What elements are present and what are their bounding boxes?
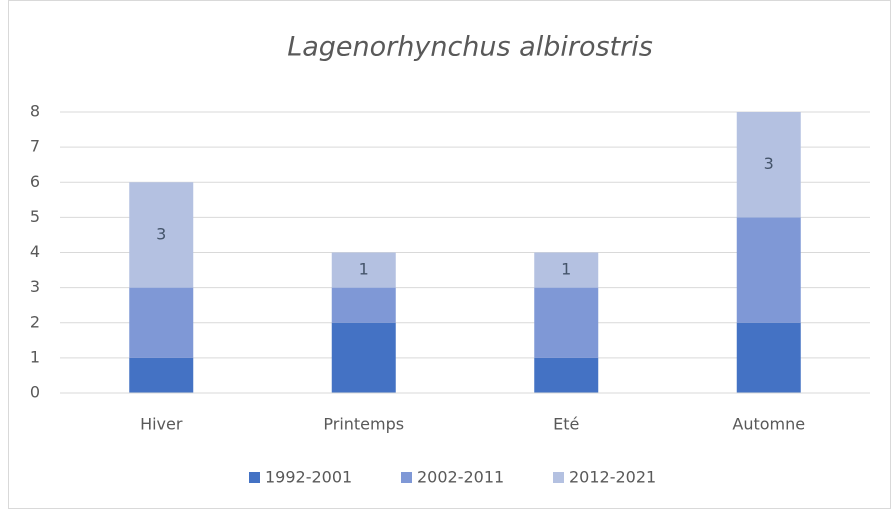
y-tick-label: 7: [30, 137, 40, 156]
legend-swatch: [249, 472, 260, 483]
bar-segment: [331, 287, 396, 323]
x-tick-label: Eté: [553, 415, 579, 434]
bar-segment: [534, 252, 599, 288]
y-tick-label: 2: [30, 312, 40, 331]
legend-label: 1992-2001: [265, 468, 352, 487]
bar-segment: [736, 112, 801, 218]
legend-swatch: [401, 472, 412, 483]
y-tick-label: 1: [30, 347, 40, 366]
bar-segment: [534, 357, 599, 393]
bar-segment: [736, 217, 801, 323]
y-tick-label: 4: [30, 242, 40, 261]
chart-title: Lagenorhynchus albirostris: [287, 32, 653, 63]
legend-swatch: [553, 472, 564, 483]
y-tick-label: 8: [30, 102, 40, 121]
y-tick-label: 3: [30, 277, 40, 296]
data-label: 3: [764, 154, 774, 173]
bar-segment: [534, 287, 599, 358]
data-label: 1: [561, 260, 571, 279]
data-label: 3: [156, 224, 166, 243]
x-tick-label: Printemps: [323, 415, 404, 434]
legend-label: 2002-2011: [417, 468, 504, 487]
y-tick-label: 5: [30, 207, 40, 226]
bar-segment: [129, 287, 194, 358]
bar-segment: [129, 182, 194, 288]
legend-label: 2012-2021: [569, 468, 656, 487]
bar-segment: [331, 252, 396, 288]
bar-segment: [129, 357, 194, 393]
y-tick-label: 0: [30, 383, 40, 402]
bar-segment: [331, 322, 396, 393]
data-label: 1: [359, 260, 369, 279]
x-tick-label: Hiver: [140, 415, 183, 434]
x-tick-label: Automne: [732, 415, 805, 434]
bar-segment: [736, 322, 801, 393]
y-tick-label: 6: [30, 172, 40, 191]
